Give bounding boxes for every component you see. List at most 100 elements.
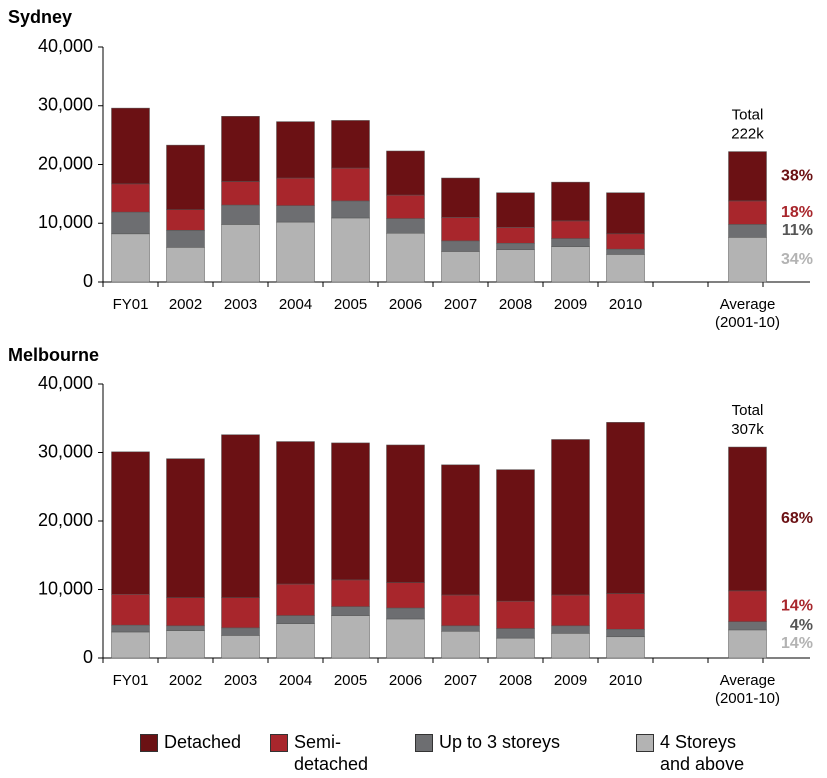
y-tick-label: 10,000	[38, 578, 93, 598]
x-tick-label: 2007	[444, 672, 477, 689]
bar-segment	[606, 192, 645, 235]
y-tick-label: 30,000	[38, 95, 93, 115]
percent-label: 18%	[781, 204, 813, 221]
percent-label: 14%	[781, 635, 813, 652]
x-tick-label: 2003	[224, 296, 257, 313]
bar-segment	[331, 579, 370, 607]
bar-segment	[276, 177, 315, 206]
bar-segment	[111, 211, 150, 235]
bar-segment	[386, 618, 425, 659]
bar-segment	[441, 217, 480, 242]
bar-segment	[728, 200, 767, 225]
bar-segment	[166, 144, 205, 210]
bar-segment	[496, 469, 535, 602]
x-tick-label: 2008	[499, 672, 532, 689]
bar-segment	[496, 637, 535, 659]
x-tick-label: 2004	[279, 296, 312, 313]
percent-label: 14%	[781, 598, 813, 615]
chart-title: Sydney	[8, 7, 72, 27]
bar-segment	[496, 242, 535, 250]
bar-segment	[111, 624, 150, 633]
bar-segment	[331, 200, 370, 219]
bar-segment	[728, 629, 767, 659]
bar-segment	[166, 230, 205, 248]
bar-segment	[331, 615, 370, 659]
x-tick-label: 2010	[609, 672, 642, 689]
bar-segment	[551, 439, 590, 596]
x-tick-label: 2008	[499, 296, 532, 313]
bar-segment	[221, 597, 260, 629]
y-tick-label: 20,000	[38, 510, 93, 530]
bar-segment	[496, 192, 535, 228]
bar-segment	[111, 107, 150, 185]
bar-segment	[386, 150, 425, 196]
bar-segment	[386, 194, 425, 219]
y-tick-label: 20,000	[38, 153, 93, 173]
total-label: Total 307k	[731, 402, 764, 438]
bar-segment	[221, 116, 260, 182]
bar-segment	[111, 451, 150, 595]
bar-segment	[728, 151, 767, 202]
x-tick-label: Average (2001-10)	[715, 672, 780, 707]
x-tick-label: 2005	[334, 672, 367, 689]
charts: Sydney 0 10,000 20,000 30,000 40,000 FY01 2002 2…	[8, 7, 813, 707]
bar-segment	[166, 625, 205, 631]
bar-segment	[166, 458, 205, 598]
bar-segment	[441, 240, 480, 252]
bar-segment	[441, 177, 480, 218]
percent-label: 68%	[781, 510, 813, 527]
x-tick-label: 2007	[444, 296, 477, 313]
bar-segment	[496, 249, 535, 283]
bar-segment	[386, 232, 425, 283]
legend-swatch	[270, 734, 288, 752]
bar-segment	[276, 441, 315, 585]
chart-title: Melbourne	[8, 345, 99, 365]
bar-segment	[111, 183, 150, 213]
bar-segment	[331, 217, 370, 283]
bar-segment	[551, 220, 590, 239]
bar-segment	[551, 181, 590, 222]
bar-segment	[496, 628, 535, 639]
bar-segment	[441, 594, 480, 627]
bar-segment	[606, 628, 645, 638]
x-tick-label: FY01	[113, 296, 149, 313]
bar-segment	[441, 625, 480, 632]
x-tick-label: 2009	[554, 672, 587, 689]
y-tick-label: 10,000	[38, 212, 93, 232]
bar-segment	[441, 464, 480, 596]
bar-segment	[221, 434, 260, 598]
bar-segment	[111, 631, 150, 659]
bar-segment	[221, 224, 260, 283]
bar-segment	[276, 615, 315, 625]
bar-segment	[551, 594, 590, 627]
x-tick-label: 2006	[389, 296, 422, 313]
x-tick-label: Average (2001-10)	[715, 296, 780, 331]
percent-label: 38%	[781, 167, 813, 184]
bar-segment	[728, 446, 767, 592]
y-tick-label: 0	[83, 271, 93, 291]
x-tick-label: 2003	[224, 672, 257, 689]
bar-segment	[331, 442, 370, 581]
bar-segment	[386, 582, 425, 609]
bar-segment	[606, 593, 645, 630]
bar-segment	[606, 422, 645, 594]
bar-segment	[551, 246, 590, 283]
bar-segment	[331, 606, 370, 616]
bar-segment	[331, 120, 370, 169]
bar-segment	[386, 444, 425, 583]
bar-segment	[606, 233, 645, 250]
y-tick-label: 40,000	[38, 373, 93, 393]
legend-label: 4 Storeys and above	[660, 732, 745, 774]
x-tick-label: 2004	[279, 672, 312, 689]
bar-segment	[276, 623, 315, 659]
x-tick-label: 2006	[389, 672, 422, 689]
bar-segment	[551, 625, 590, 634]
bar-segment	[441, 251, 480, 283]
bar-segment	[221, 635, 260, 659]
bar-segment	[728, 621, 767, 631]
bar-segment	[386, 218, 425, 234]
bar-segment	[496, 227, 535, 244]
bar-segment	[551, 238, 590, 247]
x-tick-label: 2002	[169, 672, 202, 689]
